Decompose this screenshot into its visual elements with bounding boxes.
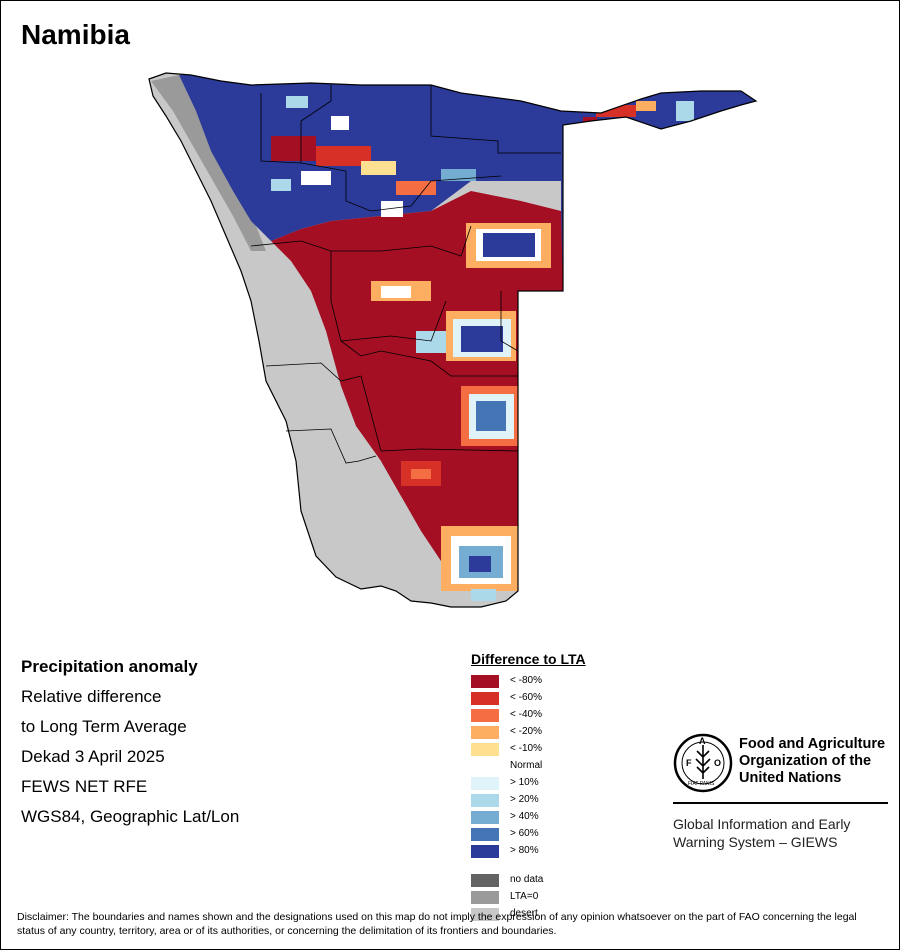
lta-zero-strip (151, 75, 266, 251)
legend-classes: < -80% < -60% < -40% < -20% < -10% Normal > 10… (471, 673, 586, 860)
logo-letter-a: A (699, 736, 706, 746)
legend-class-swatch (471, 794, 499, 807)
info-period: Dekad 3 April 2025 (21, 747, 165, 766)
legend-class-row: Normal (471, 758, 586, 775)
legend-class-swatch (471, 675, 499, 688)
legend-class-label: < -40% (510, 709, 542, 720)
legend-title: Difference to LTA (471, 651, 586, 667)
north-mixed-patches (271, 96, 694, 217)
legend-class-swatch (471, 811, 499, 824)
legend-other-label: LTA=0 (510, 891, 539, 902)
legend-class-label: < -10% (510, 743, 542, 754)
legend-class-label: Normal (510, 760, 543, 771)
south-mixed-patches (441, 526, 518, 601)
disclaimer: Disclaimer: The boundaries and names sho… (17, 911, 857, 937)
legend-class-label: > 40% (510, 811, 539, 822)
legend-class-label: > 20% (510, 794, 539, 805)
logo-letter-f: F (686, 758, 692, 768)
legend-class-swatch (471, 726, 499, 739)
org-line2: Organization of the (739, 753, 872, 769)
info-projection: WGS84, Geographic Lat/Lon (21, 807, 240, 826)
legend-other-row: no data (471, 872, 586, 889)
legend-class-row: > 40% (471, 809, 586, 826)
branding-divider (673, 802, 888, 804)
legend-class-row: > 20% (471, 792, 586, 809)
legend-class-row: > 60% (471, 826, 586, 843)
system-line1: Global Information and Early (673, 816, 851, 832)
legend-class-label: > 60% (510, 828, 539, 839)
legend-class-swatch (471, 709, 499, 722)
info-heading: Precipitation anomaly (21, 657, 198, 676)
fao-logo-icon: F O FIAT PANIS A (673, 733, 733, 793)
legend-class-row: < -10% (471, 741, 586, 758)
legend-class-label: < -60% (510, 692, 542, 703)
legend-other-row: desert (471, 906, 586, 923)
info-line2: to Long Term Average (21, 717, 187, 736)
legend-class-swatch (471, 828, 499, 841)
giews-name: Global Information and Early Warning Sys… (673, 815, 850, 851)
legend-class-swatch (471, 845, 499, 858)
legend-other-row: LTA=0 (471, 889, 586, 906)
legend: Difference to LTA < -80% < -60% < -40% < -2… (471, 651, 586, 923)
country-border (148, 72, 758, 608)
logo-motto: FIAT PANIS (688, 781, 715, 787)
legend-other-swatch (471, 908, 499, 921)
legend-class-row: < -80% (471, 673, 586, 690)
legend-other: no data LTA=0 desert (471, 872, 586, 923)
info-line1: Relative difference (21, 687, 162, 706)
legend-class-row: > 10% (471, 775, 586, 792)
legend-class-label: < -80% (510, 675, 542, 686)
logo-letter-o: O (714, 758, 721, 768)
system-line2: Warning System – GIEWS (673, 834, 838, 850)
legend-other-swatch (471, 874, 499, 887)
legend-other-label: desert (510, 908, 538, 919)
info-source: FEWS NET RFE (21, 777, 148, 796)
legend-class-row: < -20% (471, 724, 586, 741)
fao-name: Food and Agriculture Organization of the… (739, 736, 885, 787)
legend-class-label: > 10% (510, 777, 539, 788)
legend-class-row: < -40% (471, 707, 586, 724)
namibia-anomaly-map (148, 72, 758, 608)
map-title: Namibia (21, 19, 130, 50)
org-line3: United Nations (739, 770, 842, 786)
legend-class-label: < -20% (510, 726, 542, 737)
legend-other-label: no data (510, 874, 544, 885)
legend-class-swatch (471, 777, 499, 790)
legend-class-row: > 80% (471, 843, 586, 860)
org-line1: Food and Agriculture (739, 736, 886, 752)
region-boundaries (250, 85, 561, 464)
legend-class-row: < -60% (471, 690, 586, 707)
legend-class-label: > 80% (510, 845, 539, 856)
map-info: Precipitation anomaly Relative differenc… (21, 656, 239, 836)
legend-class-swatch (471, 692, 499, 705)
legend-other-swatch (471, 891, 499, 904)
legend-class-swatch (471, 743, 499, 756)
central-mixed-patches (371, 223, 551, 486)
